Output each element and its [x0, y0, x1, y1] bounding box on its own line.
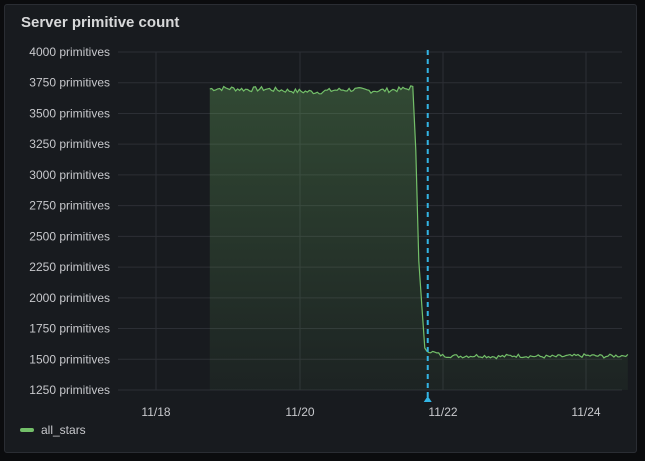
y-tick-label: 2250 primitives — [29, 260, 110, 274]
legend-label: all_stars — [41, 423, 86, 437]
y-tick-label: 3500 primitives — [29, 106, 110, 120]
x-axis-ticks: 11/18 11/20 11/22 11/24 — [141, 405, 600, 419]
annotation-group — [423, 50, 432, 402]
y-tick-label: 1500 primitives — [29, 352, 110, 366]
y-tick-label: 2500 primitives — [29, 229, 110, 243]
series-group — [209, 85, 629, 391]
series-line-all-stars — [209, 85, 629, 360]
y-tick-label: 3750 primitives — [29, 76, 110, 90]
annotation-marker-icon — [423, 396, 432, 402]
x-tick-label: 11/20 — [285, 405, 314, 419]
y-tick-label: 2000 primitives — [29, 291, 110, 305]
y-tick-label: 1250 primitives — [29, 383, 110, 397]
y-axis-ticks: 4000 primitives 3750 primitives 3500 primi… — [29, 45, 110, 397]
x-tick-label: 11/22 — [428, 405, 457, 419]
legend-swatch — [20, 428, 34, 432]
x-tick-label: 11/24 — [571, 405, 600, 419]
y-tick-label: 4000 primitives — [29, 45, 110, 59]
y-tick-label: 2750 primitives — [29, 199, 110, 213]
y-tick-label: 3000 primitives — [29, 168, 110, 182]
y-tick-label: 3250 primitives — [29, 137, 110, 151]
y-tick-label: 1750 primitives — [29, 322, 110, 336]
panel-title: Server primitive count — [21, 14, 180, 31]
legend[interactable]: all_stars — [20, 423, 86, 437]
series-area-all-stars — [209, 85, 628, 391]
x-tick-label: 11/18 — [141, 405, 170, 419]
